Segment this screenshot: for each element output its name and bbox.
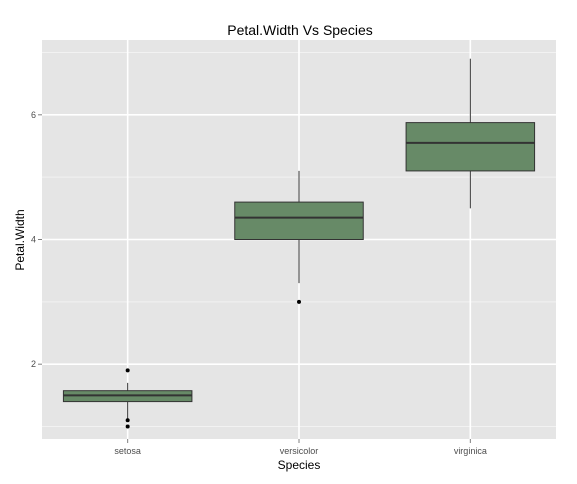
box-body-virginica <box>405 122 536 172</box>
y-axis-ticks: 2 4 6 <box>31 110 42 369</box>
y-tick-label-1: 4 <box>31 235 36 245</box>
box-versicolor <box>234 170 364 304</box>
y-axis-title: Petal.Width <box>13 209 27 270</box>
box-virginica <box>405 58 536 209</box>
box-body-versicolor <box>234 201 364 240</box>
box-setosa <box>62 368 193 429</box>
x-axis-title: Species <box>278 458 321 472</box>
outlier-setosa-1 <box>125 418 130 423</box>
x-tick-label-versicolor: versicolor <box>280 446 319 456</box>
x-tick-label-virginica: virginica <box>454 446 487 456</box>
x-axis-ticks: setosa versicolor virginica <box>114 439 487 456</box>
y-tick-label-2: 6 <box>31 110 36 120</box>
outlier-setosa-0 <box>125 424 130 429</box>
y-tick-label-0: 2 <box>31 359 36 369</box>
x-tick-label-setosa: setosa <box>114 446 141 456</box>
chart-title: Petal.Width Vs Species <box>227 22 373 38</box>
outlier-setosa-2 <box>125 368 130 373</box>
outlier-versicolor-0 <box>297 299 301 304</box>
box-layer <box>62 58 536 429</box>
